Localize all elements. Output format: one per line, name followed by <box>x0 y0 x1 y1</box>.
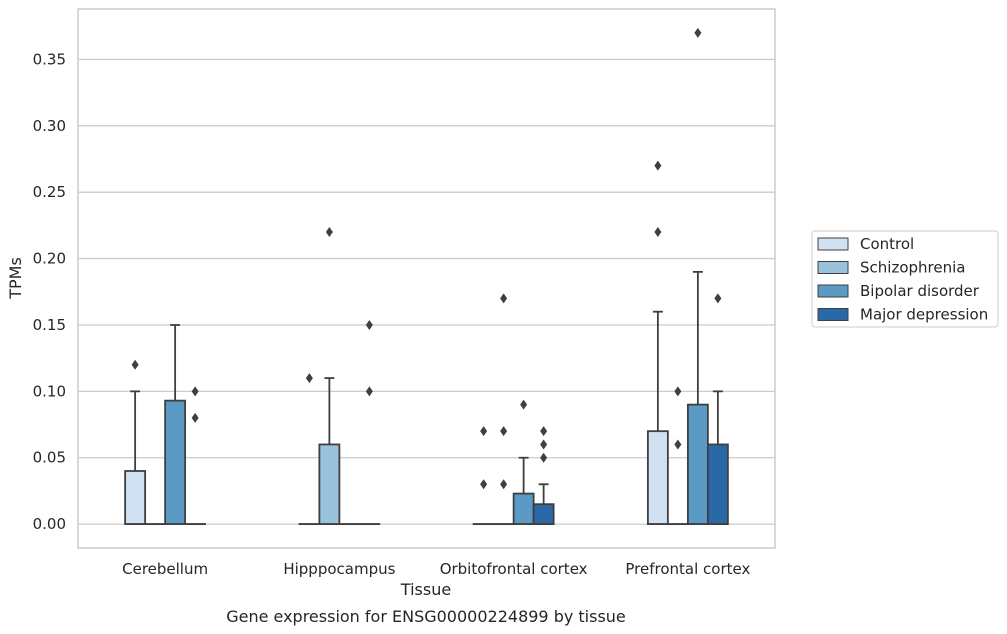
y-tick-label: 0.35 <box>33 50 66 68</box>
box-1-1 <box>318 227 341 526</box>
outlier-point <box>305 373 313 384</box>
y-tick-label: 0.05 <box>33 449 66 467</box>
outlier-point <box>540 452 548 463</box>
outlier-point <box>654 160 662 171</box>
box-3-3 <box>706 293 729 526</box>
outlier-point <box>191 412 199 423</box>
legend-frame <box>811 230 999 328</box>
chart-caption: Gene expression for ENSG00000224899 by t… <box>226 607 626 626</box>
y-tick-label: 0.20 <box>33 250 66 268</box>
box-0-2 <box>472 426 495 526</box>
legend-swatch <box>817 284 849 298</box>
y-axis-label: TPMs <box>6 257 25 300</box>
x-tick-label: Prefrontal cortex <box>625 560 750 578</box>
outlier-point <box>714 293 722 304</box>
outlier-point <box>480 479 488 490</box>
legend-label: Major depression <box>860 306 988 324</box>
outlier-point <box>674 439 682 450</box>
outlier-point <box>520 399 528 410</box>
outlier-point <box>191 386 199 397</box>
outlier-point <box>654 227 662 238</box>
y-axis-ticks: 0.00 0.05 0.10 0.15 0.20 0.25 0.30 0.35 <box>33 50 66 533</box>
x-tick-label: Hipppocampus <box>283 560 395 578</box>
box-body <box>686 403 709 526</box>
outlier-point <box>540 426 548 437</box>
box-2-3 <box>686 27 709 526</box>
outlier-point <box>365 319 373 330</box>
outlier-point <box>500 479 508 490</box>
outlier-point <box>365 386 373 397</box>
legend-swatch <box>817 308 849 321</box>
legend: Control Schizophrenia Bipolar disorder Majo… <box>811 230 999 328</box>
y-tick-label: 0.00 <box>33 515 66 533</box>
outlier-point <box>674 386 682 397</box>
legend-swatch <box>817 261 849 274</box>
box-1-3 <box>666 386 689 526</box>
outlier-point <box>694 27 702 38</box>
y-tick-label: 0.10 <box>33 382 66 400</box>
box-2-0 <box>164 324 187 526</box>
legend-swatch <box>817 237 849 251</box>
outlier-point <box>131 359 139 370</box>
box-body <box>318 443 341 526</box>
y-tick-label: 0.15 <box>33 316 66 334</box>
x-axis-ticks: Cerebellum Hipppocampus Orbitofrontal cort… <box>122 560 750 578</box>
legend-label: Schizophrenia <box>860 259 965 277</box>
outlier-point <box>500 426 508 437</box>
box-body <box>124 470 147 526</box>
box-0-0 <box>124 359 147 526</box>
plot-area-frame <box>77 8 776 549</box>
box-body <box>646 430 669 526</box>
box-3-1 <box>358 319 381 526</box>
box-0-3 <box>646 160 669 526</box>
x-tick-label: Orbitofrontal cortex <box>440 560 588 578</box>
x-tick-label: Cerebellum <box>122 560 208 578</box>
legend-label: Bipolar disorder <box>860 282 980 300</box>
box-body <box>706 443 729 526</box>
y-tick-label: 0.30 <box>33 117 66 135</box>
y-tick-label: 0.25 <box>33 183 66 201</box>
x-axis-label: Tissue <box>400 580 451 599</box>
box-3-2 <box>532 426 555 526</box>
box-body <box>512 492 535 526</box>
box-plot-marks <box>124 27 729 526</box>
outlier-point <box>325 227 333 238</box>
box-1-2 <box>492 293 515 526</box>
box-body <box>164 399 187 526</box>
outlier-point <box>500 293 508 304</box>
box-0-1 <box>298 373 321 526</box>
box-body <box>532 503 555 526</box>
legend-label: Control <box>860 235 914 253</box>
box-2-2 <box>512 399 535 526</box>
outlier-point <box>540 439 548 450</box>
outlier-point <box>480 426 488 437</box>
box-3-0 <box>184 386 207 526</box>
